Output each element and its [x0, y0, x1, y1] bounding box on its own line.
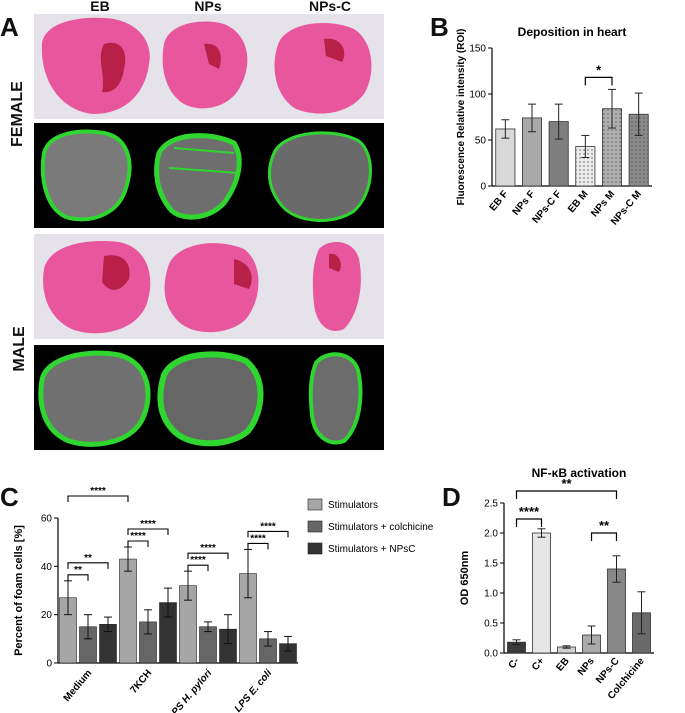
significance-label: **** [250, 533, 266, 544]
significance-bracket [515, 490, 618, 499]
significance-label: ** [599, 518, 610, 533]
significance-bracket [584, 76, 613, 86]
x-tick-label: EB F [488, 189, 511, 214]
y-tick-label: 60 [41, 514, 53, 525]
legend-label: Stimulators + NPsC [328, 544, 416, 555]
y-tick-label: 50 [475, 136, 487, 147]
chart-d-nfkb: NF-κB activation 0.0 0.5 1.0 1.5 2.0 2.5 OD 650… [459, 466, 654, 702]
fluor-female-tissue-svg [40, 129, 372, 222]
bar [532, 532, 551, 654]
significance-bracket [187, 552, 229, 560]
significance-label: **** [90, 486, 106, 497]
he-female-tissue-svg [41, 17, 372, 114]
y-tick-label: 100 [469, 90, 486, 101]
fluorescence-male [34, 345, 384, 450]
fluor-male-tissue-svg [38, 350, 363, 447]
bar [199, 626, 217, 664]
x-tick-label: EB [554, 656, 571, 674]
x-tick-label: C- [507, 656, 522, 671]
legend-swatch [307, 542, 323, 555]
y-axis-label: OD 650nm [459, 551, 471, 606]
y-tick-label: 20 [41, 610, 53, 621]
significance-label: ** [74, 565, 82, 576]
y-tick-label: 2.0 [484, 529, 498, 540]
y-tick-label: 40 [41, 562, 53, 573]
significance-bracket [247, 530, 289, 538]
he-male-tissue-svg [43, 241, 361, 334]
x-tick-label: Medium [62, 668, 95, 704]
legend-label: Stimulators + colchicine [328, 522, 434, 533]
he-stain-female [34, 14, 384, 119]
y-tick-label: 0 [46, 659, 52, 670]
x-tick-label: 7KCH [128, 668, 154, 696]
y-axis-label: Fluorescence Relative intensity (ROI) [456, 29, 467, 206]
x-tick-label: NPs F [511, 189, 538, 218]
significance-bracket [127, 540, 149, 547]
x-tick-label: EB M [566, 189, 590, 215]
panel-d-letter: D [442, 482, 461, 512]
row-label-female: FEMALE [9, 81, 26, 147]
y-tick-label: 150 [469, 44, 486, 55]
y-tick-label: 0 [480, 182, 486, 193]
y-tick-label: 0.0 [484, 649, 498, 660]
x-tick-label: C+ [530, 656, 547, 673]
significance-bracket [67, 562, 109, 569]
x-tick-label: LPS H. pylori [166, 668, 215, 713]
y-axis-label: Percent of foam cells [%] [13, 525, 25, 656]
y-tick-label: 1.0 [484, 589, 498, 600]
column-label-nps-c: NPs-C [308, 0, 351, 14]
column-label-nps: NPs [194, 0, 222, 14]
significance-label: ** [84, 553, 92, 564]
row-label-male: MALE [11, 326, 28, 372]
chart-b-deposition: Deposition in heart 0 50 100 150Fluorescence… [456, 25, 652, 227]
y-tick-label: 2.5 [484, 499, 498, 510]
chart-title: NF-κB activation [532, 466, 627, 480]
significance-bracket [127, 528, 169, 535]
panel-c-letter: C [0, 482, 19, 512]
significance-label: * [596, 62, 602, 77]
bar [119, 558, 137, 664]
chart-c-foam-cells: 0 20 40 60 Percent of foam cells [%] Medium 7K… [13, 486, 434, 713]
significance-bracket [187, 564, 209, 572]
significance-bracket [67, 574, 89, 581]
significance-bracket [515, 518, 543, 527]
legend-label: Stimulators [328, 500, 378, 511]
significance-bracket [590, 532, 618, 541]
fluorescence-female [34, 123, 384, 228]
significance-bracket [67, 495, 129, 502]
column-label-eb: EB [90, 0, 110, 14]
x-tick-label: NPs-C F [531, 189, 564, 226]
y-tick-label: 1.5 [484, 559, 498, 570]
significance-label: **** [260, 521, 276, 532]
significance-bracket [247, 542, 269, 550]
x-tick-label: LPS E. coli [233, 668, 275, 713]
chart-title: Deposition in heart [518, 25, 627, 39]
significance-label: ** [561, 476, 572, 491]
significance-label: **** [140, 519, 156, 530]
panel-b-letter: B [430, 12, 449, 42]
legend-swatch [307, 520, 323, 533]
significance-label: **** [200, 543, 216, 554]
significance-label: **** [519, 504, 540, 519]
significance-label: **** [130, 531, 146, 542]
he-stain-male [34, 234, 384, 339]
significance-label: **** [190, 555, 206, 566]
panel-a-letter: A [0, 12, 19, 42]
x-tick-label: NPs [576, 656, 597, 678]
y-tick-label: 0.5 [484, 619, 498, 630]
legend-swatch [307, 498, 323, 511]
